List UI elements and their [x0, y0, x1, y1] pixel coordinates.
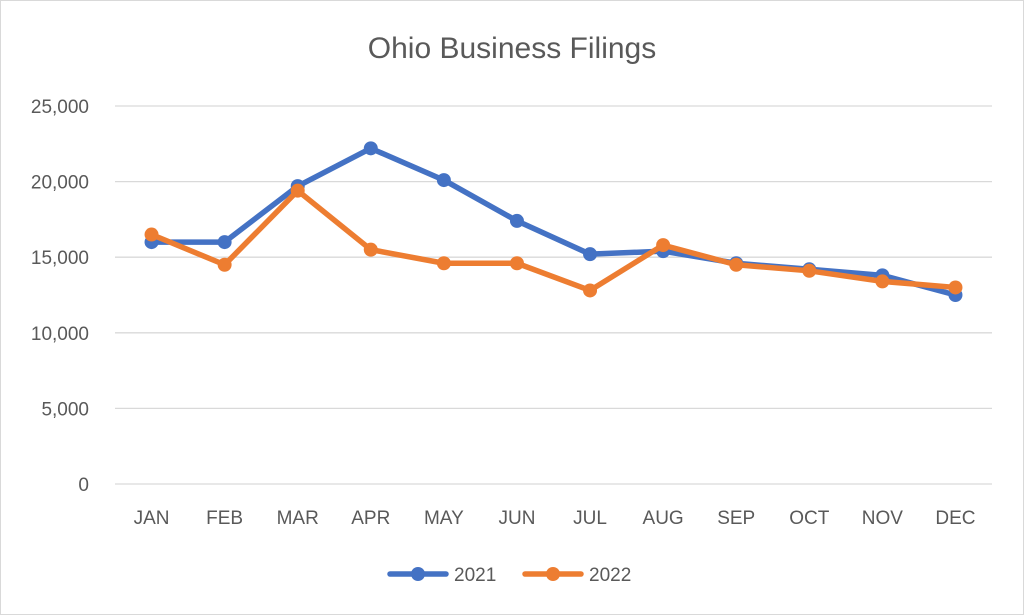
data-point — [729, 257, 744, 272]
y-tick-label: 5,000 — [41, 399, 89, 420]
chart-title: Ohio Business Filings — [368, 32, 656, 65]
data-point — [144, 227, 159, 242]
data-point — [436, 173, 451, 188]
data-point — [875, 274, 890, 289]
x-tick-label: APR — [351, 508, 390, 529]
data-point — [363, 242, 378, 257]
y-tick-label: 15,000 — [31, 248, 89, 269]
legend-item: 2021 — [387, 565, 496, 586]
legend-label: 2021 — [454, 565, 496, 586]
y-tick-label: 10,000 — [31, 324, 89, 345]
x-tick-label: OCT — [789, 508, 830, 529]
x-tick-label: JUN — [498, 508, 535, 529]
y-tick-label: 0 — [78, 475, 89, 496]
data-point — [217, 235, 232, 250]
legend-swatch-marker — [546, 567, 560, 581]
x-tick-label: DEC — [935, 508, 975, 529]
series-1 — [144, 183, 963, 298]
data-point — [656, 238, 671, 253]
x-tick-label: SEP — [717, 508, 755, 529]
x-tick-label: MAY — [424, 508, 464, 529]
x-tick-label: AUG — [643, 508, 684, 529]
gridlines — [115, 105, 992, 485]
x-tick-label: FEB — [206, 508, 243, 529]
legend-item: 2022 — [522, 565, 631, 586]
x-axis-tick-labels: JAN FEB MAR APR MAY JUN JUL AUG SEP OCT NOV DEC — [134, 508, 976, 529]
legend: 2021 2022 — [387, 565, 631, 586]
x-tick-label: JUL — [573, 508, 607, 529]
data-point — [217, 257, 232, 272]
data-point — [290, 183, 305, 198]
data-point — [802, 263, 817, 278]
y-axis-tick-labels: 0 5,000 10,000 15,000 20,000 25,000 — [31, 97, 89, 496]
data-point — [363, 141, 378, 156]
y-tick-label: 25,000 — [31, 97, 89, 118]
data-point — [583, 283, 598, 298]
data-point — [509, 256, 524, 271]
data-point — [436, 256, 451, 271]
data-point — [583, 247, 598, 262]
x-tick-label: MAR — [277, 508, 319, 529]
series-lines — [144, 141, 963, 302]
data-point — [509, 213, 524, 228]
series-line — [148, 187, 959, 294]
legend-label: 2022 — [589, 565, 631, 586]
y-tick-label: 20,000 — [31, 173, 89, 194]
x-tick-label: NOV — [862, 508, 904, 529]
legend-swatch-marker — [411, 567, 425, 581]
x-tick-label: JAN — [134, 508, 170, 529]
data-point — [948, 280, 963, 295]
